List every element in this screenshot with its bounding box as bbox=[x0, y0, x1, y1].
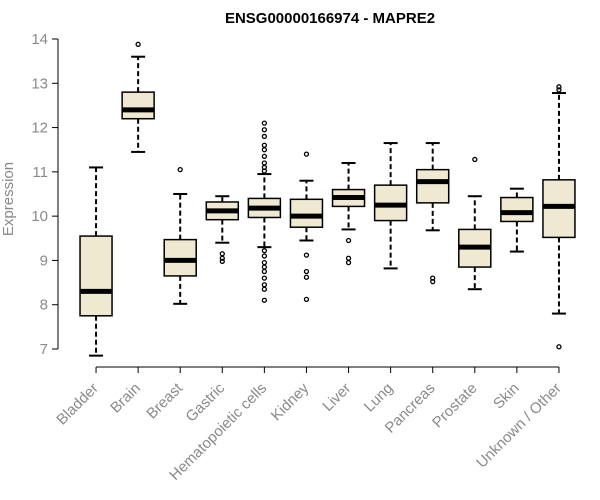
box-group bbox=[289, 151, 324, 303]
outlier-point bbox=[261, 259, 268, 266]
box-group bbox=[415, 142, 450, 285]
y-tick-label: 14 bbox=[31, 31, 48, 48]
outlier-point bbox=[303, 252, 310, 258]
iqr-box bbox=[500, 196, 534, 223]
outlier-point bbox=[261, 147, 268, 153]
outlier-point bbox=[556, 84, 562, 90]
outlier-point bbox=[261, 275, 268, 281]
y-axis-label: Expression bbox=[0, 162, 17, 236]
outlier-point bbox=[219, 255, 225, 261]
outlier-point bbox=[177, 166, 183, 173]
y-tick-label: 9 bbox=[40, 252, 48, 269]
outlier-point bbox=[430, 279, 436, 285]
outlier-point bbox=[472, 156, 478, 163]
y-tick-label: 13 bbox=[31, 75, 48, 92]
iqr-box bbox=[163, 238, 197, 277]
x-tick-label: Brain bbox=[107, 380, 144, 417]
outlier-point bbox=[556, 87, 562, 93]
box-group bbox=[542, 84, 576, 350]
x-tick-label: Prostate bbox=[429, 380, 481, 432]
outlier-point bbox=[261, 120, 268, 126]
box-group bbox=[163, 166, 197, 305]
outlier-point bbox=[219, 258, 225, 264]
outlier-point bbox=[219, 251, 225, 257]
x-tick-label: Liver bbox=[319, 380, 354, 415]
iqr-box bbox=[415, 168, 450, 204]
outlier-point bbox=[261, 133, 268, 140]
iqr-box bbox=[121, 91, 155, 120]
box-series bbox=[79, 41, 576, 357]
outlier-point bbox=[556, 344, 562, 350]
outlier-point bbox=[261, 160, 268, 166]
outlier-point bbox=[135, 41, 141, 47]
outlier-point bbox=[261, 297, 268, 303]
outlier-point bbox=[303, 296, 310, 303]
y-tick-label: 7 bbox=[40, 341, 48, 358]
box-group bbox=[247, 120, 282, 303]
x-tick-label: Bladder bbox=[53, 380, 102, 429]
box-group bbox=[121, 41, 155, 153]
box-group bbox=[205, 195, 240, 264]
iqr-box bbox=[79, 235, 113, 317]
outlier-point bbox=[345, 255, 352, 261]
y-tick-label: 10 bbox=[31, 208, 48, 225]
outlier-point bbox=[261, 248, 268, 254]
y-tick-label: 12 bbox=[31, 120, 48, 137]
x-tick-label: Breast bbox=[143, 379, 186, 422]
box-group bbox=[373, 142, 408, 270]
outlier-point bbox=[261, 286, 268, 292]
outlier-point bbox=[261, 153, 268, 160]
outlier-point bbox=[261, 168, 268, 174]
outlier-point bbox=[303, 274, 310, 280]
y-tick-label: 8 bbox=[40, 297, 48, 314]
iqr-box bbox=[289, 198, 324, 228]
x-tick-label: Kidney bbox=[268, 379, 313, 424]
outlier-point bbox=[345, 237, 352, 244]
x-tick-label: Lung bbox=[361, 380, 397, 416]
x-tick-label: Skin bbox=[490, 380, 523, 413]
chart-title: ENSG00000166974 - MAPRE2 bbox=[225, 10, 435, 27]
box-group bbox=[331, 162, 366, 266]
outlier-point bbox=[261, 268, 268, 275]
outlier-point bbox=[303, 268, 310, 275]
outlier-point bbox=[261, 282, 268, 288]
box-group bbox=[458, 156, 492, 291]
box-group bbox=[500, 187, 534, 253]
box-group bbox=[79, 166, 113, 357]
outlier-point bbox=[261, 264, 268, 270]
outlier-point bbox=[303, 151, 310, 157]
outlier-point bbox=[261, 253, 268, 259]
outlier-point bbox=[261, 127, 268, 133]
outlier-point bbox=[345, 259, 352, 266]
y-axis: 7 8 9 10 11 12 13 14 bbox=[31, 31, 59, 358]
y-tick-label: 11 bbox=[32, 164, 48, 181]
outlier-point bbox=[261, 142, 268, 148]
